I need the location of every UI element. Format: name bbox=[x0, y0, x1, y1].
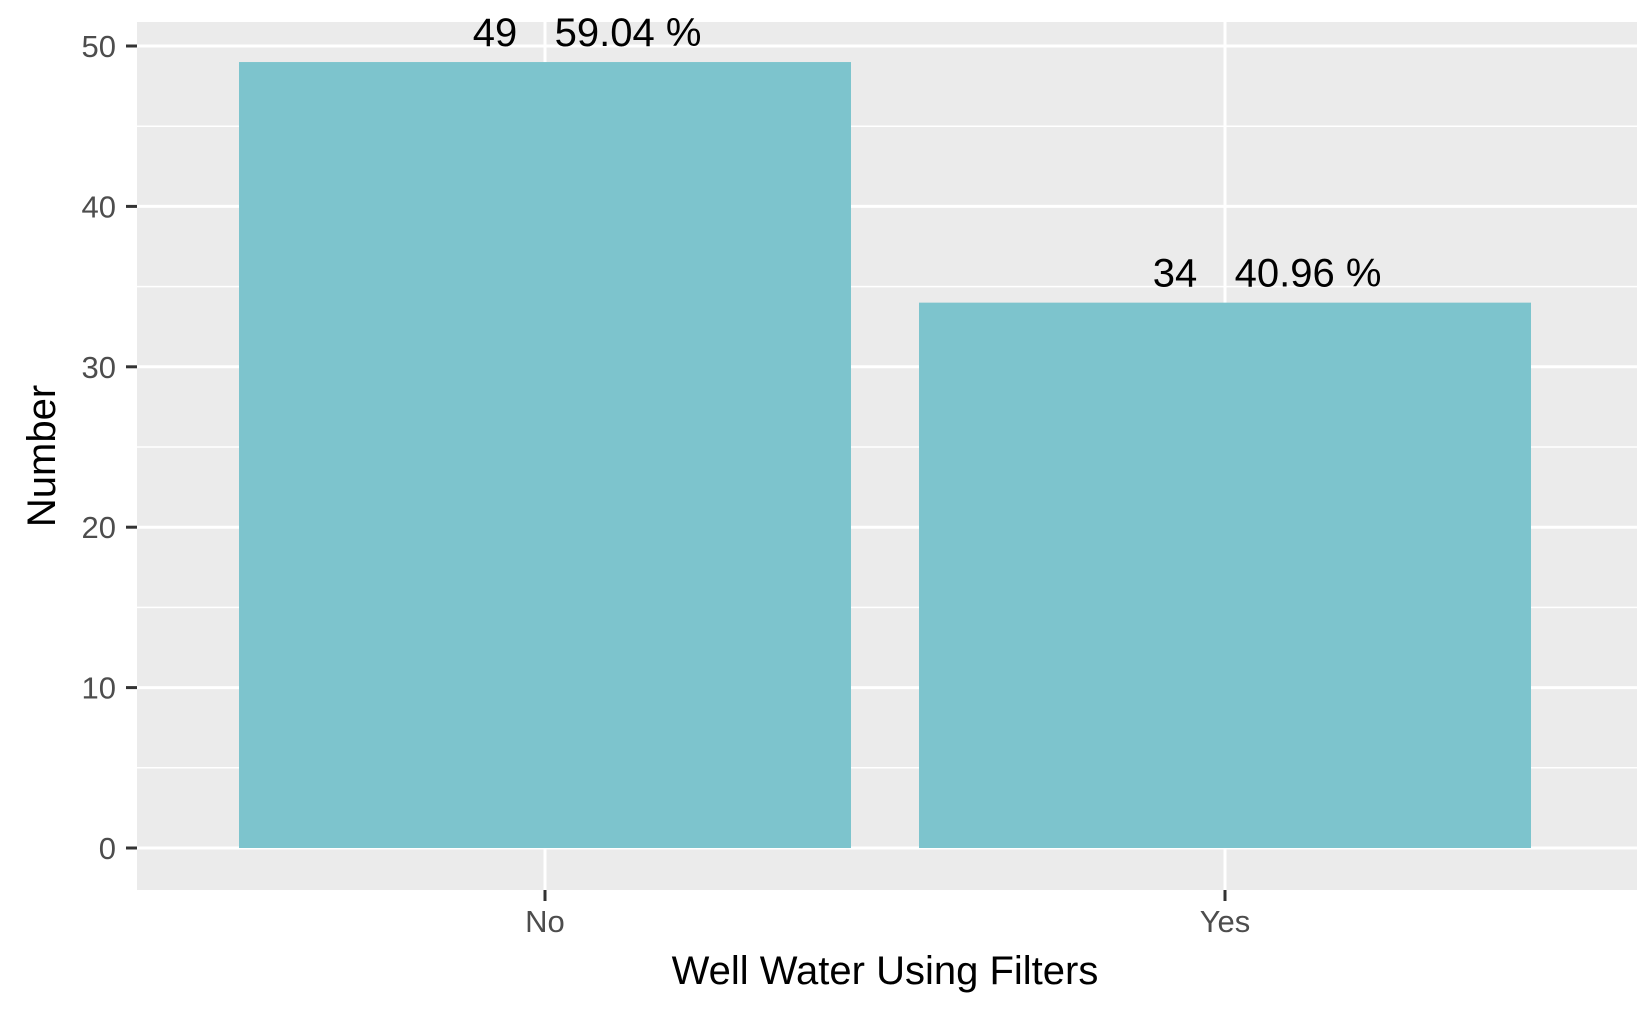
data-labels: 49 59.04 % 34 40.96 % bbox=[473, 11, 1382, 296]
x-axis-title: Well Water Using Filters bbox=[672, 949, 1099, 993]
y-tick-label: 20 bbox=[82, 510, 116, 545]
count-label: 49 bbox=[473, 11, 518, 55]
x-tick-label: No bbox=[525, 904, 565, 939]
percent-label: 59.04 % bbox=[555, 11, 702, 55]
percent-label: 40.96 % bbox=[1235, 252, 1382, 296]
y-tick-label: 40 bbox=[82, 189, 116, 224]
y-axis: 0 10 20 30 40 50 bbox=[82, 29, 137, 866]
y-tick-label: 10 bbox=[82, 671, 116, 706]
count-label: 34 bbox=[1153, 252, 1198, 296]
bars bbox=[239, 62, 1531, 849]
bar-yes bbox=[919, 302, 1531, 848]
x-axis: No Yes bbox=[525, 890, 1250, 939]
y-tick-label: 30 bbox=[82, 350, 116, 385]
x-tick-label: Yes bbox=[1200, 904, 1251, 939]
y-tick-label: 0 bbox=[99, 831, 116, 866]
y-axis-title: Number bbox=[20, 385, 64, 527]
y-tick-label: 50 bbox=[82, 29, 116, 64]
bar-no bbox=[239, 62, 851, 849]
